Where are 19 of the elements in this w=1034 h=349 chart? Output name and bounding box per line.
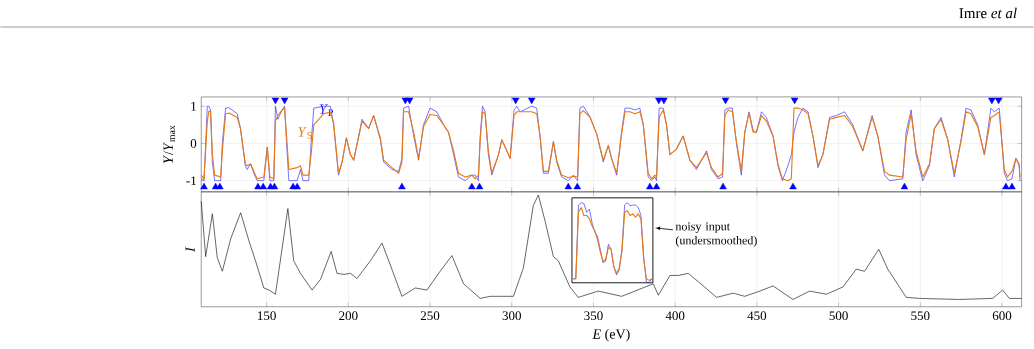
x-tick-label: 300 — [502, 311, 521, 321]
x-tick-label: 250 — [420, 311, 440, 321]
y-tick-label: 0 — [190, 139, 197, 148]
y-tick-label: -1 — [186, 176, 196, 186]
x-tick-label: 150 — [258, 311, 276, 321]
y-tick-label: 1 — [191, 102, 196, 111]
x-axis-title: E (eV) — [592, 329, 630, 342]
text: Imre et al — [959, 7, 1017, 19]
x-tick-label: 500 — [829, 311, 848, 321]
y-axis-title: I — [185, 246, 195, 253]
x-tick-label: 550 — [911, 311, 930, 321]
x-tick-label: 350 — [584, 311, 603, 321]
annotation: noisy input (undersmoothed) — [675, 222, 757, 247]
series-label: Y$_{P}$ — [319, 104, 334, 116]
series-label: Y$_{S}$ — [298, 127, 312, 139]
x-tick-label: 200 — [339, 311, 358, 321]
x-tick-label: 600 — [992, 311, 1012, 321]
x-tick-label: 400 — [665, 311, 685, 321]
x-tick-label: 450 — [747, 311, 767, 321]
